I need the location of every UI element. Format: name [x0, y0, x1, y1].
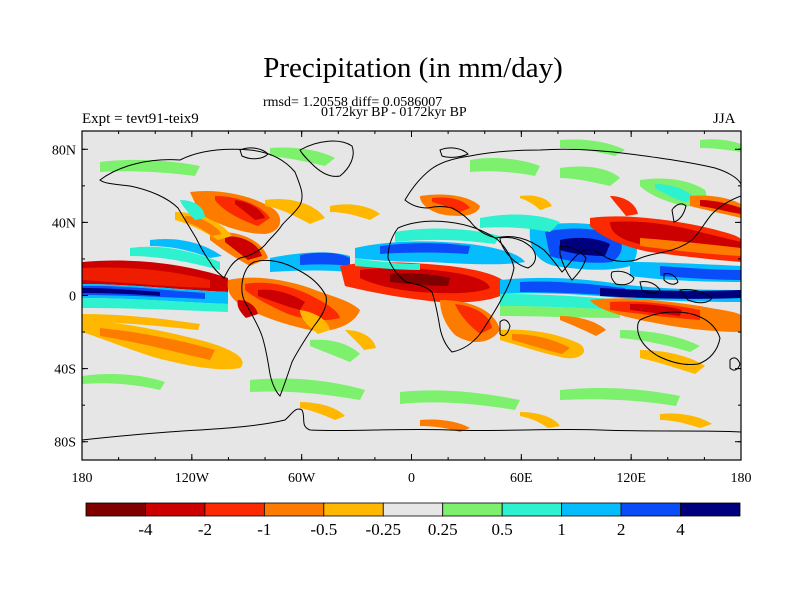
season-label: JJA — [713, 111, 736, 127]
colorbar-label: 0.25 — [428, 520, 458, 539]
colorbar-swatch — [204, 502, 265, 517]
chart-title: Precipitation (in mm/day) — [263, 52, 563, 84]
x-tick-label: 60W — [288, 471, 316, 486]
colorbar: -4 -2 -1 -0.5 -0.25 0.25 0.5 1 2 4 — [85, 502, 741, 539]
colorbar-swatch — [442, 502, 503, 517]
colorbar-swatch — [620, 502, 681, 517]
precip-anomaly-field — [82, 131, 741, 460]
coastlines — [82, 140, 741, 441]
y-tick-label: 40S — [54, 363, 76, 378]
colorbar-swatch — [85, 502, 146, 517]
y-tick-label: 40N — [52, 216, 76, 231]
map-axes: 180 120W 60W 0 60E 120E 180 80N 40N 0 40S 80S — [52, 131, 752, 486]
colorbar-label: 1 — [557, 520, 566, 539]
x-tick-label: 120E — [616, 471, 646, 486]
x-tick: 180 — [731, 131, 752, 486]
colorbar-label: -0.25 — [366, 520, 401, 539]
colorbar-label: 0.5 — [492, 520, 513, 539]
colorbar-label: -0.5 — [310, 520, 337, 539]
stats-subtitle: rmsd= 1.20558 diff= 0.0586007 — [263, 95, 443, 110]
period-subtitle: 0172kyr BP - 0172kyr BP — [321, 105, 467, 120]
colorbar-swatch — [382, 502, 444, 517]
colorbar-swatch — [561, 502, 622, 517]
y-tick-label: 0 — [69, 290, 76, 305]
colorbar-swatch — [263, 502, 325, 517]
colorbar-swatch — [145, 502, 206, 517]
colorbar-label: 2 — [617, 520, 626, 539]
colorbar-swatch — [501, 502, 563, 517]
experiment-label: Expt = tevt91-teix9 — [82, 111, 199, 127]
x-tick-label: 0 — [408, 471, 415, 486]
y-tick-label: 80N — [52, 143, 76, 158]
colorbar-swatch — [680, 502, 741, 517]
colorbar-label: -4 — [138, 520, 153, 539]
x-tick-label: 180 — [731, 471, 752, 486]
x-tick-label: 120W — [175, 471, 210, 486]
colorbar-label: 4 — [676, 520, 685, 539]
colorbar-label: -2 — [198, 520, 212, 539]
colorbar-label: -1 — [257, 520, 271, 539]
colorbar-swatch — [323, 502, 384, 517]
y-tick-label: 80S — [54, 436, 76, 451]
x-tick: 180 — [72, 131, 93, 486]
x-tick-label: 180 — [72, 471, 93, 486]
x-tick-label: 60E — [510, 471, 533, 486]
